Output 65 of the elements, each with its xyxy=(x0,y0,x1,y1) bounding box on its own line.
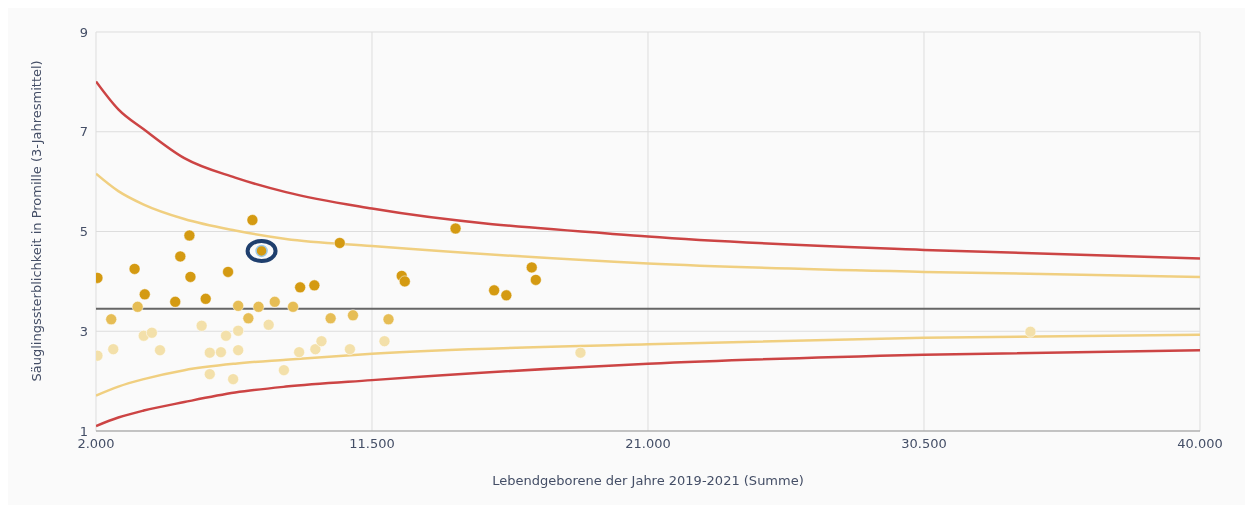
point xyxy=(169,295,182,308)
point xyxy=(277,364,290,377)
point xyxy=(262,318,275,331)
point xyxy=(500,289,513,302)
point xyxy=(1024,325,1037,338)
point xyxy=(195,319,208,332)
point xyxy=(220,329,233,342)
point xyxy=(105,313,118,326)
point xyxy=(203,346,216,359)
point xyxy=(203,368,216,381)
x-tick-label: 30.500 xyxy=(901,436,947,452)
point xyxy=(294,281,307,294)
point xyxy=(199,292,212,305)
point xyxy=(343,343,356,356)
line-series xyxy=(96,172,1200,279)
y-tick-label: 5 xyxy=(79,224,88,240)
point xyxy=(324,312,337,325)
point xyxy=(138,288,151,301)
y-tick-label: 9 xyxy=(79,24,88,40)
point xyxy=(488,284,501,297)
point xyxy=(245,238,278,263)
y-tick-label: 3 xyxy=(79,323,88,339)
point xyxy=(222,265,235,278)
point xyxy=(246,214,259,227)
point xyxy=(378,335,391,348)
point xyxy=(293,346,306,359)
x-tick-label: 21.000 xyxy=(625,436,671,452)
point xyxy=(145,326,158,339)
point xyxy=(382,313,395,326)
line-series xyxy=(96,348,1200,428)
point xyxy=(227,373,240,386)
point xyxy=(333,236,346,249)
point xyxy=(252,300,265,313)
x-tick-label: 40.000 xyxy=(1177,436,1223,452)
point xyxy=(107,343,120,356)
point xyxy=(308,279,321,292)
x-tick-label: 2.000 xyxy=(77,436,115,452)
point xyxy=(232,299,245,312)
point xyxy=(346,309,359,322)
y-axis-title: Säuglingssterblichkeit in Promille (3-Jahresmittel) xyxy=(28,60,44,382)
point xyxy=(232,324,245,337)
point xyxy=(315,335,328,348)
y-tick-label: 7 xyxy=(79,124,88,140)
point xyxy=(131,300,144,313)
x-axis-title: Lebendgeborene der Jahre 2019-2021 (Summe) xyxy=(492,473,804,488)
point xyxy=(287,300,300,313)
point xyxy=(398,275,411,288)
point xyxy=(525,261,538,274)
point xyxy=(183,229,196,242)
point xyxy=(232,344,245,357)
point xyxy=(574,346,587,359)
point xyxy=(184,270,197,283)
point xyxy=(268,295,281,308)
line-series xyxy=(96,80,1200,260)
point xyxy=(309,343,322,356)
point xyxy=(529,273,542,286)
point xyxy=(242,312,255,325)
point xyxy=(128,262,141,275)
point xyxy=(154,344,166,357)
point xyxy=(214,346,227,359)
x-tick-label: 11.500 xyxy=(349,436,395,452)
point xyxy=(449,222,462,235)
y-tick-label: 1 xyxy=(79,423,88,439)
line-series xyxy=(96,333,1200,397)
point xyxy=(174,250,187,263)
